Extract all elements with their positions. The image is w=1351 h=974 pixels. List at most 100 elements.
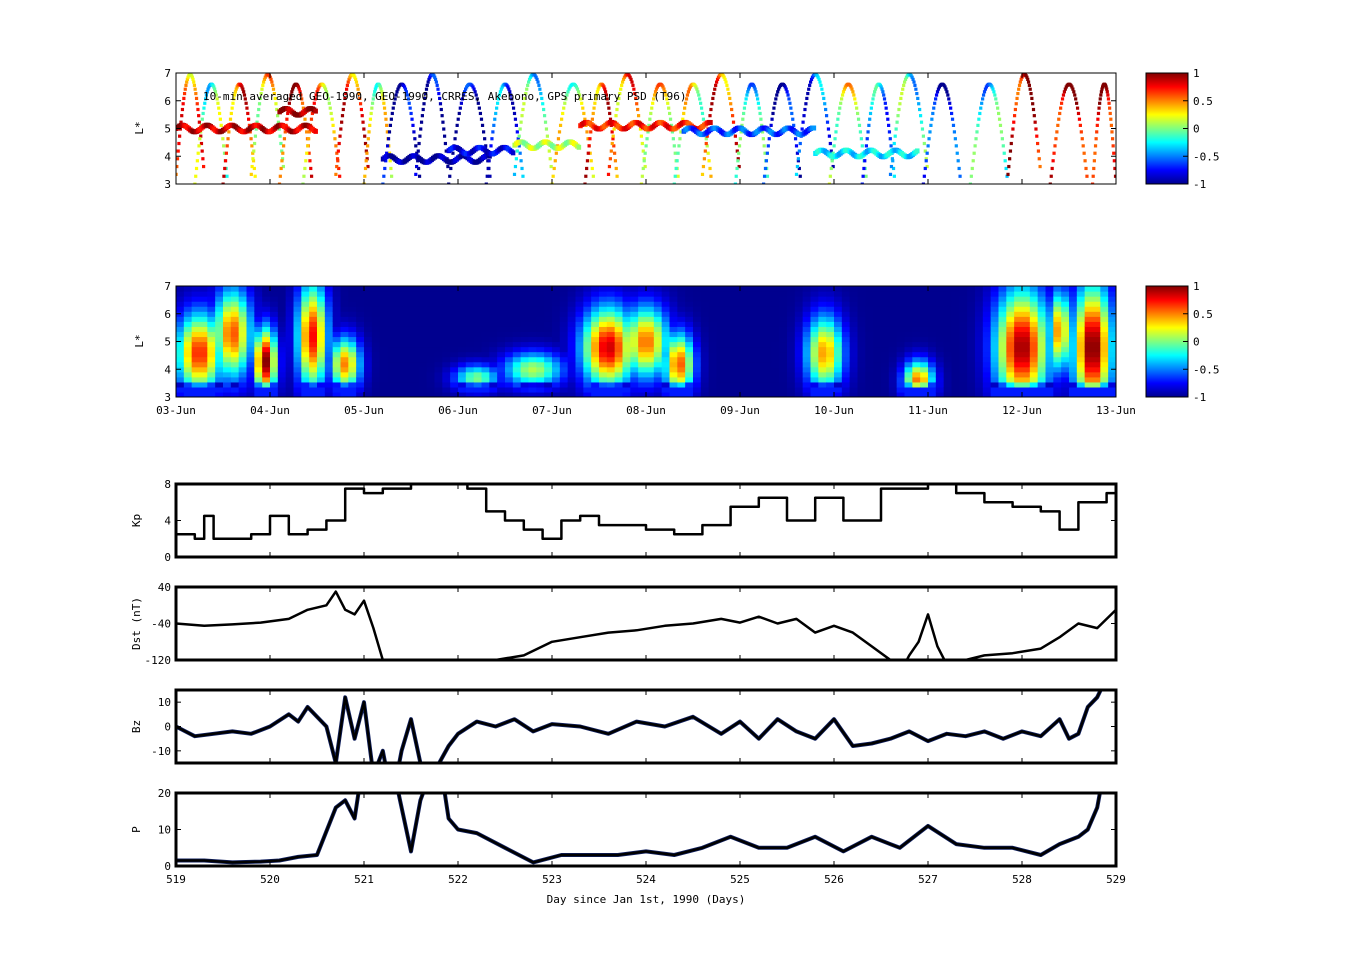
psd-obs-point [363, 141, 368, 146]
psd-model-cell [724, 331, 733, 338]
psd-model-cell [747, 301, 757, 307]
psd-model-cell [246, 321, 255, 327]
psd-model-cell [575, 321, 584, 327]
psd-model-cell [928, 336, 937, 343]
psd-obs-point [330, 117, 334, 121]
psd-obs-point [384, 159, 388, 163]
psd-model-cell [332, 366, 342, 373]
psd-obs-point [424, 87, 429, 91]
psd-obs-point [737, 151, 741, 155]
psd-obs-point [383, 111, 387, 116]
psd-model-cell [724, 301, 733, 307]
psd-model-cell [787, 346, 796, 353]
psd-obs-point [176, 172, 178, 176]
psd-model-cell [497, 316, 506, 322]
psd-model-cell [896, 311, 906, 317]
psd-model-cell [497, 386, 506, 393]
psd-model-cell [779, 381, 788, 388]
psd-obs-point [1098, 101, 1102, 105]
psd-model-cell [834, 336, 843, 343]
psd-model-cell [599, 291, 608, 297]
psd-model-cell [1037, 331, 1047, 338]
psd-obs-point [270, 80, 274, 84]
psd-model-cell [732, 356, 741, 363]
psd-obs-point [1028, 87, 1032, 91]
psd-obs-point [371, 97, 375, 101]
psd-model-cell [888, 291, 898, 297]
psd-obs-point [182, 91, 187, 96]
psd-obs-point [416, 149, 420, 153]
psd-model-cell [458, 361, 467, 368]
psd-model-cell [395, 291, 404, 297]
psd-model-cell [943, 351, 953, 358]
psd-model-cell [536, 386, 545, 393]
psd-obs-point [183, 87, 187, 91]
psd-obs-point [606, 101, 610, 105]
psd-model-cell [238, 296, 248, 302]
psd-model-cell [849, 376, 859, 383]
psd-obs-point [325, 93, 330, 97]
psd-model-cell [575, 286, 584, 292]
psd-model-cell [567, 376, 577, 383]
psd-model-cell [403, 326, 412, 333]
psd-model-cell [810, 306, 819, 312]
psd-model-cell [1076, 306, 1086, 312]
psd-model-cell [465, 366, 475, 373]
psd-obs-point [489, 144, 493, 148]
psd-model-cell [998, 351, 1007, 358]
psd-model-cell [575, 366, 584, 373]
psd-model-cell [583, 381, 592, 388]
psd-obs-point [382, 174, 386, 178]
psd-model-cell [301, 356, 310, 363]
psd-obs-point [619, 87, 623, 91]
psd-model-cell [183, 291, 193, 297]
psd-model-cell [395, 361, 404, 368]
psd-obs-point [197, 120, 201, 124]
psd-model-cell [293, 351, 302, 358]
psd-model-cell [395, 286, 404, 292]
psd-obs-point [315, 90, 319, 94]
psd-model-cell [317, 326, 326, 333]
psd-model-cell [622, 336, 631, 343]
psd-model-cell [700, 296, 710, 302]
psd-model-cell [528, 296, 537, 302]
psd-obs-point [232, 97, 236, 101]
psd-model-cell [301, 386, 310, 393]
psd-model-cell [183, 381, 193, 388]
psd-model-cell [293, 371, 302, 378]
psd-model-cell [575, 386, 584, 393]
psd-model-cell [1037, 336, 1047, 343]
psd-obs-point [866, 130, 870, 134]
psd-obs-point [670, 130, 675, 134]
psd-obs-point [242, 90, 246, 94]
psd-model-cell [230, 381, 240, 388]
psd-model-cell [1100, 331, 1109, 338]
psd-model-cell [606, 286, 616, 292]
psd-model-cell [559, 301, 569, 307]
psd-model-cell [1084, 346, 1094, 353]
psd-obs-point [297, 87, 301, 91]
psd-model-cell [818, 311, 827, 317]
psd-model-cell [614, 381, 624, 388]
psd-obs-point [612, 127, 616, 131]
psd-model-cell [959, 296, 968, 302]
psd-model-cell [920, 326, 929, 333]
psd-model-cell [481, 361, 490, 368]
psd-model-cell [332, 356, 342, 363]
psd-model-cell [747, 361, 757, 368]
psd-obs-point [1015, 96, 1019, 101]
psd-model-cell [1053, 391, 1062, 397]
psd-model-cell [1022, 311, 1031, 317]
psd-model-cell [528, 351, 537, 358]
psd-model-cell [340, 366, 349, 373]
psd-model-cell [599, 301, 608, 307]
psd-model-cell [818, 341, 827, 348]
psd-obs-point [201, 111, 205, 116]
psd-model-cell [270, 356, 279, 363]
psd-model-cell [865, 366, 874, 373]
psd-model-cell [599, 371, 608, 378]
psd-model-cell [387, 331, 396, 338]
psd-model-cell [403, 286, 412, 292]
psd-obs-marks [176, 73, 1116, 184]
colorbar-tick-label: -1 [1193, 391, 1206, 404]
